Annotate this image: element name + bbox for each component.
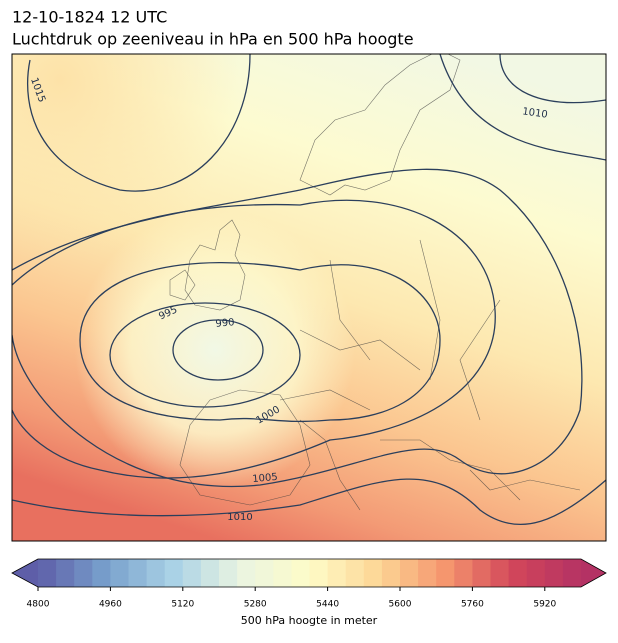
colorbar-segment	[56, 559, 75, 587]
subtitle: Luchtdruk op zeeniveau in hPa en 500 hPa…	[12, 30, 414, 49]
colorbar-segment	[400, 559, 419, 587]
colorbar-outline	[11, 558, 607, 588]
colorbar-segment	[200, 559, 220, 587]
colorbar-tick-label: 4960	[99, 600, 122, 610]
colorbar-segment	[526, 559, 546, 587]
isobar	[12, 478, 606, 526]
title: 12-10-1824 12 UTC	[12, 8, 167, 27]
colorbar-tick-label: 5120	[171, 600, 194, 610]
colorbar: 4800 4960 5120 5280 5440 5600 5760 5920	[11, 558, 607, 610]
isobar	[109, 302, 301, 408]
colorbar-tick-label: 5760	[461, 600, 484, 610]
colorbar-segment	[237, 559, 256, 587]
contour-label: 1010	[227, 512, 252, 523]
colorbar-segment	[291, 559, 310, 587]
isobar	[439, 54, 606, 161]
colorbar-segment	[110, 559, 129, 587]
colorbar-extend-high	[581, 559, 606, 587]
colorbar-segment	[454, 559, 473, 587]
colorbar-segment	[345, 559, 365, 587]
map-field-low	[12, 54, 606, 541]
isobar	[499, 54, 606, 104]
colorbar-segment	[490, 559, 510, 587]
colorbar-segment	[544, 559, 564, 587]
colorbar-segment	[363, 559, 383, 587]
colorbar-segment	[219, 559, 238, 587]
colorbar-segment	[381, 559, 401, 587]
colorbar-segment	[508, 559, 528, 587]
colorbar-segment	[146, 559, 166, 587]
colorbar-segment	[472, 559, 491, 587]
colorbar-tick-label: 4800	[27, 600, 50, 610]
colorbar-tick-label: 5440	[316, 600, 339, 610]
coastline	[169, 54, 581, 511]
colorbar-segment	[74, 559, 93, 587]
colorbar-segment	[128, 559, 148, 587]
colorbar-extend-low	[12, 559, 38, 587]
colorbar-segment	[273, 559, 292, 587]
borders	[279, 239, 501, 421]
colorbar-segment	[436, 559, 455, 587]
colorbar-segment	[327, 559, 347, 587]
isobar	[12, 199, 496, 479]
contour-label: 1005	[252, 472, 278, 485]
colorbar-tick-label: 5600	[389, 600, 412, 610]
colorbar-segment	[92, 559, 111, 587]
colorbar-tick-label: 5280	[244, 600, 267, 610]
colorbar-label: 500 hPa hoogte in meter	[241, 614, 378, 627]
colorbar-segment	[182, 559, 202, 587]
contour-label: 990	[215, 317, 235, 330]
colorbar-segment	[255, 559, 274, 587]
isobar	[172, 319, 264, 381]
colorbar-segment	[309, 559, 329, 587]
isobar	[27, 54, 251, 192]
colorbar-segment	[418, 559, 437, 587]
colorbar-segment	[562, 559, 582, 587]
isobar	[79, 262, 441, 423]
colorbar-segment	[38, 559, 57, 587]
contour-label: 1010	[522, 106, 549, 120]
map	[12, 54, 606, 541]
map-frame	[11, 53, 607, 542]
isobar	[12, 168, 583, 488]
colorbar-segment	[164, 559, 184, 587]
colorbar-tick-label: 5920	[533, 600, 556, 610]
